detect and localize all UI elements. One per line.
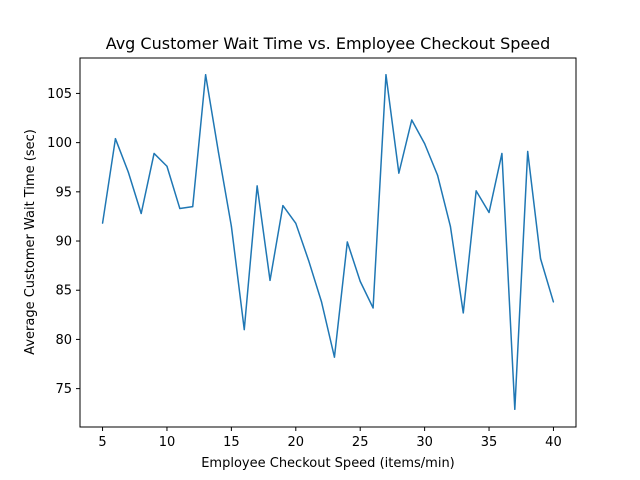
data-point xyxy=(501,152,503,155)
x-tick-label: 5 xyxy=(98,435,106,450)
data-point xyxy=(179,207,181,210)
plot-frame xyxy=(79,57,577,428)
data-point xyxy=(488,211,490,214)
chart-title: Avg Customer Wait Time vs. Employee Chec… xyxy=(106,34,551,53)
data-point xyxy=(153,152,155,155)
data-point xyxy=(333,356,336,358)
y-tick-label: 90 xyxy=(55,235,72,250)
x-tick-label: 25 xyxy=(352,435,369,450)
data-point xyxy=(411,119,413,121)
data-point xyxy=(449,225,451,227)
data-point xyxy=(114,138,117,140)
x-axis-label: Employee Checkout Speed (items/min) xyxy=(201,456,455,471)
data-point xyxy=(140,212,142,215)
data-point xyxy=(475,190,477,192)
x-tick-label: 40 xyxy=(545,435,562,450)
data-point xyxy=(372,307,374,309)
data-point xyxy=(295,222,297,224)
data-point xyxy=(398,172,400,174)
y-tick-label: 105 xyxy=(47,87,72,102)
data-point xyxy=(436,174,439,176)
data-point xyxy=(127,171,129,173)
y-tick-label: 85 xyxy=(55,284,72,299)
data-point xyxy=(320,301,323,303)
data-point xyxy=(424,143,426,145)
x-tick-label: 15 xyxy=(223,435,240,450)
y-tick-label: 80 xyxy=(55,333,72,348)
data-point xyxy=(243,328,245,331)
y-axis-label: Average Customer Wait Time (sec) xyxy=(23,129,38,355)
data-point xyxy=(101,222,104,224)
data-point xyxy=(192,205,194,208)
series-line xyxy=(101,73,555,411)
data-point xyxy=(527,150,529,153)
data-point xyxy=(166,165,168,167)
y-tick-label: 75 xyxy=(55,382,72,397)
data-point xyxy=(256,185,258,187)
data-point xyxy=(462,312,464,314)
data-point xyxy=(539,258,542,260)
y-tick-label: 95 xyxy=(55,185,72,200)
y-tick-label: 100 xyxy=(47,136,72,151)
x-tick-label: 35 xyxy=(481,435,498,450)
data-point xyxy=(205,74,207,76)
data-point xyxy=(359,280,361,282)
data-point xyxy=(308,260,310,262)
data-point xyxy=(217,151,220,154)
data-point xyxy=(346,241,348,243)
data-point xyxy=(269,279,271,281)
x-tick-label: 30 xyxy=(416,435,433,450)
data-point xyxy=(552,301,555,303)
x-tick-label: 10 xyxy=(159,435,176,450)
data-point xyxy=(282,205,284,207)
x-tick-label: 20 xyxy=(288,435,305,450)
data-point xyxy=(514,408,516,410)
data-point xyxy=(385,74,387,76)
data-point xyxy=(230,225,232,227)
